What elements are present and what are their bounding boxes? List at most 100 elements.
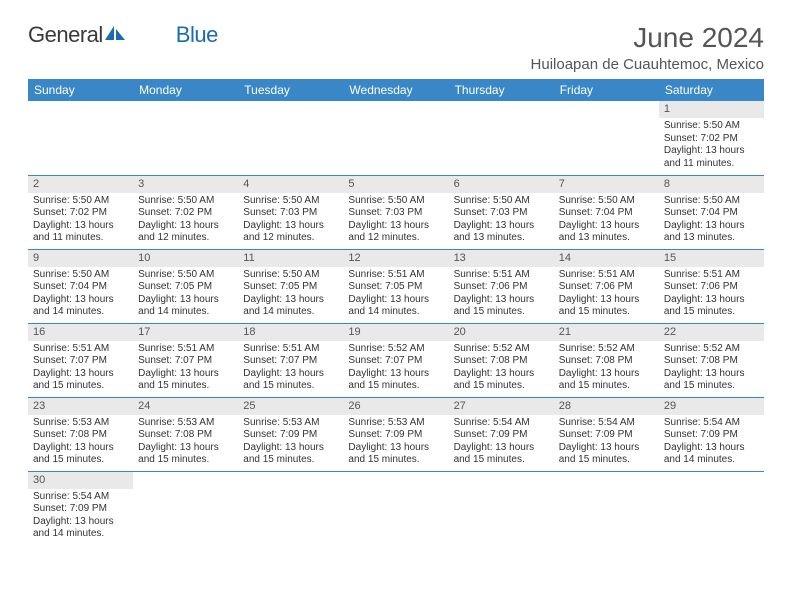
day-line-dl1: Daylight: 13 hours: [559, 442, 654, 455]
day-line-ss: Sunset: 7:08 PM: [138, 429, 233, 442]
calendar-cell: [449, 101, 554, 175]
day-line-dl2: and 15 minutes.: [33, 380, 128, 393]
day-number: 4: [238, 176, 343, 193]
day-line-dl1: Daylight: 13 hours: [454, 368, 549, 381]
day-number: 29: [659, 398, 764, 415]
day-line-ss: Sunset: 7:09 PM: [33, 503, 128, 516]
day-line-dl2: and 14 minutes.: [243, 306, 338, 319]
day-line-dl2: and 12 minutes.: [138, 232, 233, 245]
title-block: June 2024 Huiloapan de Cuauhtemoc, Mexic…: [531, 22, 764, 73]
calendar-cell: [238, 101, 343, 175]
day-details: Sunrise: 5:51 AMSunset: 7:06 PMDaylight:…: [659, 267, 764, 322]
calendar-cell: [554, 471, 659, 545]
day-line-dl1: Daylight: 13 hours: [138, 442, 233, 455]
day-line-dl2: and 14 minutes.: [138, 306, 233, 319]
day-line-ss: Sunset: 7:02 PM: [664, 133, 759, 146]
calendar-cell: 29Sunrise: 5:54 AMSunset: 7:09 PMDayligh…: [659, 397, 764, 471]
day-number: 8: [659, 176, 764, 193]
weekday-header: Monday: [133, 79, 238, 101]
day-number: 5: [343, 176, 448, 193]
day-line-dl2: and 15 minutes.: [243, 380, 338, 393]
weekday-header: Tuesday: [238, 79, 343, 101]
day-line-dl2: and 12 minutes.: [348, 232, 443, 245]
day-details: Sunrise: 5:53 AMSunset: 7:09 PMDaylight:…: [238, 415, 343, 470]
calendar-cell: 4Sunrise: 5:50 AMSunset: 7:03 PMDaylight…: [238, 175, 343, 249]
day-line-dl2: and 15 minutes.: [454, 380, 549, 393]
calendar-cell: [343, 101, 448, 175]
day-line-sr: Sunrise: 5:51 AM: [243, 343, 338, 356]
day-line-sr: Sunrise: 5:50 AM: [243, 195, 338, 208]
day-number: 13: [449, 250, 554, 267]
calendar-cell: [28, 101, 133, 175]
day-details: Sunrise: 5:54 AMSunset: 7:09 PMDaylight:…: [554, 415, 659, 470]
day-line-dl2: and 14 minutes.: [348, 306, 443, 319]
day-line-dl1: Daylight: 13 hours: [454, 294, 549, 307]
location: Huiloapan de Cuauhtemoc, Mexico: [531, 56, 764, 73]
day-line-dl1: Daylight: 13 hours: [559, 294, 654, 307]
day-line-ss: Sunset: 7:06 PM: [664, 281, 759, 294]
calendar-cell: 1Sunrise: 5:50 AMSunset: 7:02 PMDaylight…: [659, 101, 764, 175]
day-line-ss: Sunset: 7:09 PM: [454, 429, 549, 442]
day-line-dl2: and 15 minutes.: [454, 306, 549, 319]
day-details: Sunrise: 5:51 AMSunset: 7:06 PMDaylight:…: [449, 267, 554, 322]
calendar-cell: [659, 471, 764, 545]
day-line-dl2: and 13 minutes.: [559, 232, 654, 245]
day-line-sr: Sunrise: 5:50 AM: [348, 195, 443, 208]
day-number: 3: [133, 176, 238, 193]
day-line-dl1: Daylight: 13 hours: [348, 220, 443, 233]
day-line-sr: Sunrise: 5:50 AM: [138, 269, 233, 282]
calendar-cell: [554, 101, 659, 175]
day-line-ss: Sunset: 7:06 PM: [559, 281, 654, 294]
calendar-cell: 30Sunrise: 5:54 AMSunset: 7:09 PMDayligh…: [28, 471, 133, 545]
day-line-dl1: Daylight: 13 hours: [243, 442, 338, 455]
day-line-ss: Sunset: 7:09 PM: [243, 429, 338, 442]
weekday-header: Sunday: [28, 79, 133, 101]
day-line-sr: Sunrise: 5:50 AM: [243, 269, 338, 282]
day-line-dl2: and 15 minutes.: [664, 380, 759, 393]
calendar-row: 23Sunrise: 5:53 AMSunset: 7:08 PMDayligh…: [28, 397, 764, 471]
day-details: Sunrise: 5:50 AMSunset: 7:02 PMDaylight:…: [133, 193, 238, 248]
day-number: 27: [449, 398, 554, 415]
day-details: Sunrise: 5:50 AMSunset: 7:05 PMDaylight:…: [133, 267, 238, 322]
day-line-dl1: Daylight: 13 hours: [664, 294, 759, 307]
day-number: 18: [238, 324, 343, 341]
day-number: 30: [28, 472, 133, 489]
day-number: 14: [554, 250, 659, 267]
weekday-header: Wednesday: [343, 79, 448, 101]
day-line-sr: Sunrise: 5:54 AM: [559, 417, 654, 430]
calendar-cell: 12Sunrise: 5:51 AMSunset: 7:05 PMDayligh…: [343, 249, 448, 323]
day-line-sr: Sunrise: 5:54 AM: [454, 417, 549, 430]
day-line-dl2: and 15 minutes.: [664, 306, 759, 319]
calendar-cell: [133, 471, 238, 545]
day-line-dl1: Daylight: 13 hours: [33, 442, 128, 455]
day-line-ss: Sunset: 7:07 PM: [33, 355, 128, 368]
day-line-dl1: Daylight: 13 hours: [454, 442, 549, 455]
day-line-ss: Sunset: 7:05 PM: [348, 281, 443, 294]
calendar-cell: 18Sunrise: 5:51 AMSunset: 7:07 PMDayligh…: [238, 323, 343, 397]
day-details: Sunrise: 5:50 AMSunset: 7:04 PMDaylight:…: [28, 267, 133, 322]
day-line-dl2: and 15 minutes.: [559, 454, 654, 467]
day-line-ss: Sunset: 7:09 PM: [348, 429, 443, 442]
calendar-cell: 17Sunrise: 5:51 AMSunset: 7:07 PMDayligh…: [133, 323, 238, 397]
day-line-dl2: and 15 minutes.: [559, 380, 654, 393]
day-details: Sunrise: 5:52 AMSunset: 7:07 PMDaylight:…: [343, 341, 448, 396]
day-line-ss: Sunset: 7:03 PM: [348, 207, 443, 220]
day-details: Sunrise: 5:51 AMSunset: 7:05 PMDaylight:…: [343, 267, 448, 322]
day-line-dl1: Daylight: 13 hours: [243, 220, 338, 233]
day-details: Sunrise: 5:50 AMSunset: 7:02 PMDaylight:…: [659, 118, 764, 173]
day-line-dl2: and 14 minutes.: [33, 306, 128, 319]
calendar-cell: 27Sunrise: 5:54 AMSunset: 7:09 PMDayligh…: [449, 397, 554, 471]
day-line-dl2: and 15 minutes.: [348, 380, 443, 393]
day-details: Sunrise: 5:51 AMSunset: 7:06 PMDaylight:…: [554, 267, 659, 322]
day-line-ss: Sunset: 7:08 PM: [664, 355, 759, 368]
day-line-dl1: Daylight: 13 hours: [348, 368, 443, 381]
day-number: 20: [449, 324, 554, 341]
day-line-ss: Sunset: 7:09 PM: [664, 429, 759, 442]
day-details: Sunrise: 5:54 AMSunset: 7:09 PMDaylight:…: [449, 415, 554, 470]
day-line-dl1: Daylight: 13 hours: [559, 368, 654, 381]
day-line-sr: Sunrise: 5:51 AM: [454, 269, 549, 282]
day-line-dl1: Daylight: 13 hours: [664, 368, 759, 381]
header: General Blue June 2024 Huiloapan de Cuau…: [28, 22, 764, 73]
day-line-dl2: and 15 minutes.: [33, 454, 128, 467]
day-line-sr: Sunrise: 5:53 AM: [138, 417, 233, 430]
